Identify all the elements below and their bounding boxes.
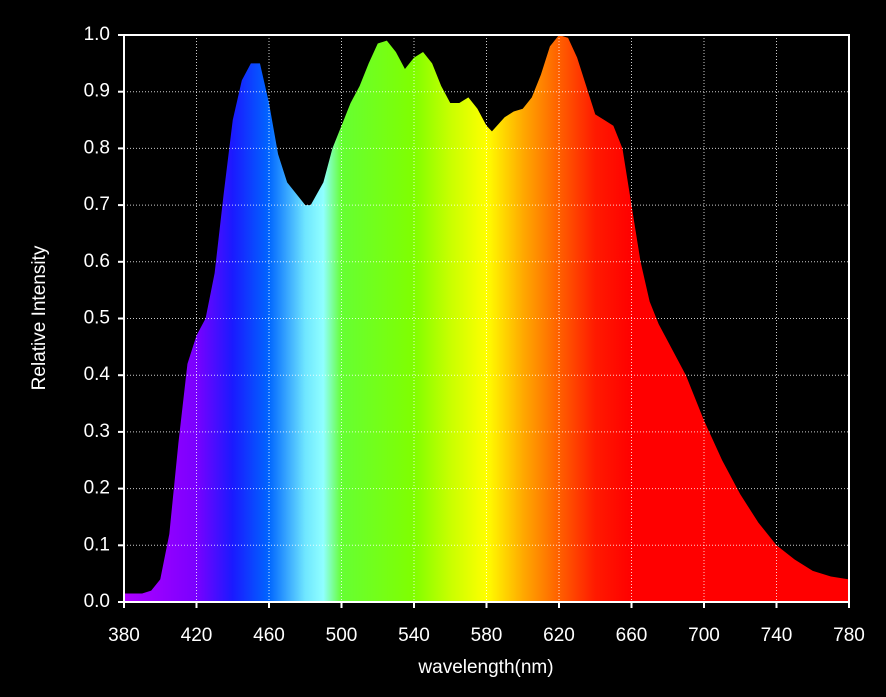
y-tick-label: 0.8 [84,137,110,158]
x-tick-label: 580 [471,625,503,646]
y-tick-label: 0.3 [84,421,110,442]
x-tick-label: 620 [543,625,575,646]
y-axis-label: Relative Intensity [29,245,50,390]
plot-frame [123,34,850,603]
x-tick-label: 380 [108,625,140,646]
x-tick-label: 660 [616,625,648,646]
x-tick-label: 540 [398,625,430,646]
x-tick-label: 700 [688,625,720,646]
x-tick-label: 420 [181,625,213,646]
y-tick-label: 1.0 [84,24,110,45]
x-tick-label: 740 [761,625,793,646]
y-tick-label: 0.7 [84,194,110,215]
y-tick-label: 0.0 [84,591,110,612]
y-tick-label: 0.4 [84,364,111,385]
y-tick-label: 0.6 [84,251,110,272]
y-tick-label: 0.9 [84,81,110,102]
y-tick-label: 0.2 [84,478,110,499]
x-tick-label: 780 [833,625,865,646]
y-tick-label: 0.5 [84,308,110,329]
y-tick-label: 0.1 [84,534,110,555]
x-tick-label: 500 [326,625,358,646]
x-tick-label: 460 [253,625,285,646]
spectrum-area [124,35,849,602]
x-axis-label: wavelength(nm) [417,657,553,678]
